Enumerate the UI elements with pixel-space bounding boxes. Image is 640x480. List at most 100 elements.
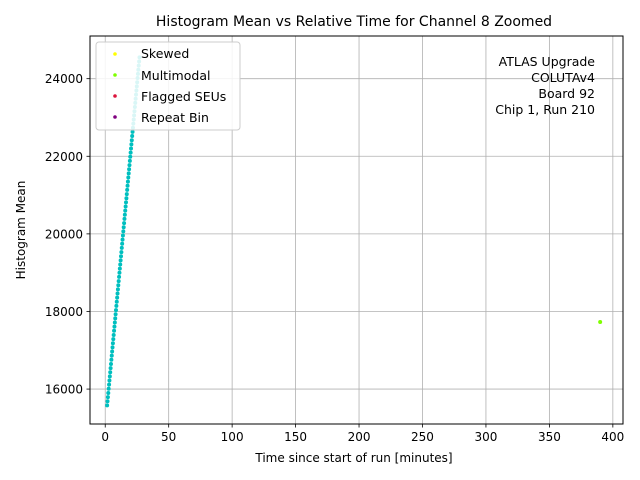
- data-point: [130, 129, 135, 134]
- data-point: [127, 158, 132, 163]
- data-point: [113, 308, 118, 313]
- data-point: [122, 216, 127, 221]
- y-axis-label: Histogram Mean: [14, 181, 28, 280]
- legend-label: Skewed: [141, 46, 189, 61]
- legend: Skewed Multimodal Flagged SEUs Repeat Bi…: [95, 41, 241, 131]
- data-point: [110, 349, 115, 354]
- data-point: [106, 386, 111, 391]
- data-point: [110, 341, 115, 346]
- data-point: [111, 332, 116, 337]
- data-point: [125, 187, 130, 192]
- data-point: [105, 403, 110, 408]
- data-point: [109, 353, 114, 358]
- data-point: [124, 196, 129, 201]
- data-point: [107, 378, 112, 383]
- data-point: [105, 399, 110, 404]
- legend-marker: [113, 115, 117, 119]
- plot-area-frame: [89, 35, 624, 425]
- x-tick-label: 150: [284, 430, 307, 444]
- x-tick-label: 400: [601, 430, 624, 444]
- data-point: [112, 320, 117, 325]
- data-point: [112, 324, 117, 329]
- legend-label: Flagged SEUs: [141, 89, 226, 104]
- annotation-box: ATLAS Upgrade COLUTAv4 Board 92 Chip 1, …: [495, 54, 595, 117]
- data-point: [115, 295, 120, 300]
- data-point: [118, 262, 123, 267]
- legend-entry-multimodal: Multimodal: [113, 68, 210, 83]
- data-point: [108, 366, 113, 371]
- data-point: [118, 258, 123, 263]
- data-point: [119, 254, 124, 259]
- x-tick-label: 200: [348, 430, 371, 444]
- annotation-line-4: Chip 1, Run 210: [495, 102, 595, 117]
- legend-entry-repeat-bin: Repeat Bin: [113, 110, 209, 125]
- x-tick-label: 50: [161, 430, 176, 444]
- data-point: [119, 245, 124, 250]
- annotation-line-2: COLUTAv4: [531, 70, 595, 85]
- legend-entry-skewed: Skewed: [113, 46, 189, 61]
- data-point: [110, 345, 115, 350]
- y-tick-label: 22000: [45, 150, 83, 164]
- data-point: [129, 138, 134, 143]
- legend-frame: [95, 41, 241, 131]
- data-point: [128, 150, 133, 155]
- data-point: [128, 154, 133, 159]
- data-point: [117, 270, 122, 275]
- y-tick-label: 18000: [45, 305, 83, 319]
- y-tick-label: 24000: [45, 72, 83, 86]
- data-point-multimodal: [598, 319, 603, 324]
- y-tick-label: 16000: [45, 383, 83, 397]
- data-point: [129, 142, 134, 147]
- data-point: [123, 204, 128, 209]
- data-point: [111, 337, 116, 342]
- y-tick-label: 20000: [45, 227, 83, 241]
- data-point: [129, 146, 134, 151]
- data-point: [109, 357, 114, 362]
- x-tick-label: 350: [538, 430, 561, 444]
- data-point: [120, 237, 125, 242]
- data-point: [116, 283, 121, 288]
- data-point: [125, 183, 130, 188]
- data-point: [105, 395, 110, 400]
- legend-marker: [113, 73, 117, 77]
- data-point: [121, 229, 126, 234]
- data-point: [108, 370, 113, 375]
- data-point: [113, 316, 118, 321]
- data-point: [107, 382, 112, 387]
- data-point: [127, 167, 132, 172]
- data-point: [117, 274, 122, 279]
- chart-title: Histogram Mean vs Relative Time for Chan…: [156, 14, 552, 30]
- x-tick-label: 250: [411, 430, 434, 444]
- grid: [90, 36, 623, 424]
- data-point: [127, 163, 132, 168]
- data-point: [116, 279, 121, 284]
- data-point: [107, 374, 112, 379]
- x-axis-label: Time since start of run [minutes]: [254, 451, 452, 465]
- data-point: [120, 241, 125, 246]
- legend-entry-flagged-seus: Flagged SEUs: [113, 89, 226, 104]
- data-point: [112, 328, 117, 333]
- data-point: [124, 192, 129, 197]
- data-point: [121, 225, 126, 230]
- data-point: [114, 299, 119, 304]
- x-tick-label: 300: [474, 430, 497, 444]
- legend-label: Repeat Bin: [141, 110, 209, 125]
- data-point: [117, 266, 122, 271]
- data-point: [125, 179, 130, 184]
- data-point: [114, 303, 119, 308]
- data-point: [126, 175, 131, 180]
- data-point: [108, 361, 113, 366]
- data-point: [130, 134, 135, 139]
- data-point: [120, 233, 125, 238]
- data-point: [113, 312, 118, 317]
- data-point: [119, 250, 124, 255]
- data-point: [115, 287, 120, 292]
- x-tick-label: 0: [101, 430, 109, 444]
- legend-label: Multimodal: [141, 68, 210, 83]
- data-point: [122, 221, 127, 226]
- annotation-line-3: Board 92: [538, 86, 595, 101]
- data-point: [126, 171, 131, 176]
- data-point: [115, 291, 120, 296]
- axis-ticks: 0 50 100 150 200 250 300 350 400 16000 18000 20000 2…: [45, 72, 624, 444]
